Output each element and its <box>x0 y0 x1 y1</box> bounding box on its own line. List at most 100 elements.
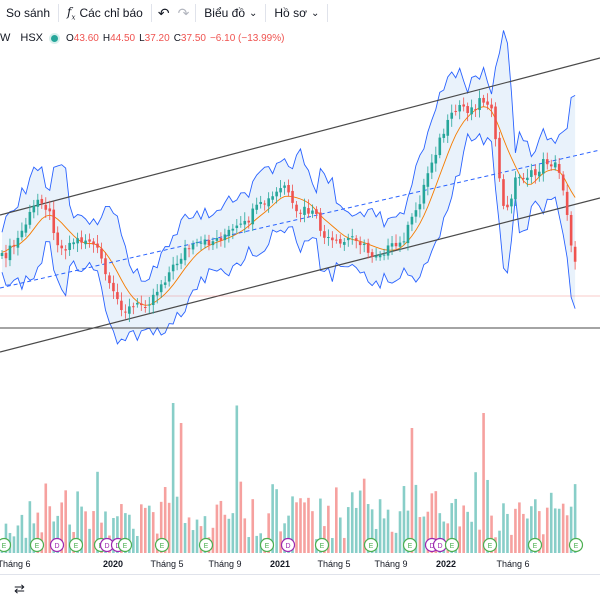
candle-body <box>84 240 87 245</box>
earnings-marker[interactable]: E <box>68 537 84 553</box>
volume-bar <box>366 504 370 553</box>
volume-bar <box>239 481 243 553</box>
function-icon: fx <box>67 4 76 22</box>
indicators-button[interactable]: fx Các chỉ báo <box>61 0 149 26</box>
dividend-marker[interactable]: D <box>432 537 448 553</box>
earnings-marker[interactable]: E <box>527 537 543 553</box>
volume-bar <box>406 510 410 553</box>
volume-bar <box>342 537 346 553</box>
volume-bar <box>211 527 215 553</box>
volume-bar <box>64 490 67 553</box>
candle-body <box>569 215 573 246</box>
candle-body <box>199 242 203 244</box>
candle-body <box>40 198 44 204</box>
redo-icon[interactable]: ↷ <box>177 4 190 21</box>
volume-bar <box>52 521 56 553</box>
earnings-marker[interactable]: E <box>363 537 379 553</box>
volume-bar <box>287 515 290 553</box>
candle-body <box>518 177 521 179</box>
candle-body <box>124 311 127 313</box>
volume-bar <box>120 504 123 553</box>
candle-body <box>96 243 99 248</box>
candle-body <box>514 177 517 200</box>
high-label: H <box>102 32 111 44</box>
volume-bar <box>223 514 227 553</box>
low-value: 37.20 <box>144 32 170 44</box>
candle-body <box>239 223 243 225</box>
volume-bar <box>48 506 52 553</box>
event-marker-letter: E <box>204 543 209 550</box>
volume-bar <box>56 515 60 553</box>
earnings-marker[interactable]: E <box>568 537 584 553</box>
candle-body <box>12 245 16 247</box>
volume-bar <box>358 490 362 553</box>
volume-bar <box>378 499 382 553</box>
volume-bar <box>498 530 501 553</box>
volume-bar <box>331 537 334 553</box>
volume-bar <box>394 532 398 553</box>
volume-bar <box>295 502 298 553</box>
candle-body <box>68 242 71 250</box>
candle-body <box>104 258 107 275</box>
candle-body <box>80 237 83 243</box>
candle-body <box>247 220 251 223</box>
candle-body <box>378 254 382 258</box>
volume-bar <box>490 515 493 553</box>
toolbar-divider <box>58 4 60 22</box>
candle-body <box>466 106 469 113</box>
earnings-marker[interactable]: E <box>198 537 214 553</box>
volume-bar <box>506 513 509 553</box>
volume-bar <box>470 521 473 553</box>
volume-bar <box>203 516 207 553</box>
dividend-marker[interactable]: D <box>280 537 296 553</box>
profile-menu[interactable]: Hồ sơ ⌄ <box>268 0 325 26</box>
candle-body <box>255 204 259 210</box>
chart-type-menu[interactable]: Biểu đồ ⌄ <box>198 0 263 26</box>
candle-body <box>335 239 338 241</box>
earnings-marker[interactable]: E <box>444 537 460 553</box>
volume-bar <box>426 511 430 553</box>
volume-bar <box>534 499 537 553</box>
earnings-marker[interactable]: E <box>482 537 498 553</box>
price-chart[interactable]: EEDEEDDEEEEDEEEDDEEEE <box>0 26 600 580</box>
candle-body <box>339 239 342 244</box>
candle-body <box>112 282 115 292</box>
candle-body <box>374 255 378 258</box>
replay-icon[interactable]: ⇄ <box>14 581 25 596</box>
candle-body <box>565 191 569 215</box>
volume-bar <box>291 496 294 553</box>
event-marker-letter: D <box>437 543 442 550</box>
volume-bar <box>478 529 481 553</box>
volume-bar <box>28 501 32 553</box>
candle-body <box>299 212 302 214</box>
candle-body <box>100 248 103 259</box>
volume-bar <box>553 508 557 553</box>
dividend-marker[interactable]: D <box>49 537 65 553</box>
earnings-marker[interactable]: E <box>0 537 12 553</box>
indicators-label: Các chỉ báo <box>79 6 143 20</box>
candle-body <box>553 162 557 168</box>
earnings-marker[interactable]: E <box>117 537 133 553</box>
volume-bar <box>438 513 442 553</box>
candle-body <box>227 229 231 236</box>
candle-body <box>136 302 139 305</box>
undo-icon[interactable]: ↶ <box>157 4 170 21</box>
candle-body <box>522 177 525 179</box>
earnings-marker[interactable]: E <box>314 537 330 553</box>
volume-bar <box>390 531 394 553</box>
earnings-marker[interactable]: E <box>154 537 170 553</box>
candle-body <box>36 199 40 207</box>
candle-body <box>319 212 322 231</box>
earnings-marker[interactable]: E <box>402 537 418 553</box>
compare-button[interactable]: So sánh <box>0 0 56 26</box>
candle-body <box>382 254 386 256</box>
earnings-marker[interactable]: E <box>259 537 275 553</box>
candle-body <box>538 171 541 177</box>
candle-body <box>155 291 159 296</box>
volume-bar <box>526 518 529 553</box>
candle-body <box>426 173 430 187</box>
earnings-marker[interactable]: E <box>29 537 45 553</box>
volume-bar <box>307 497 310 553</box>
time-axis-label: Tháng 5 <box>150 559 184 569</box>
volume-bar <box>128 514 131 553</box>
